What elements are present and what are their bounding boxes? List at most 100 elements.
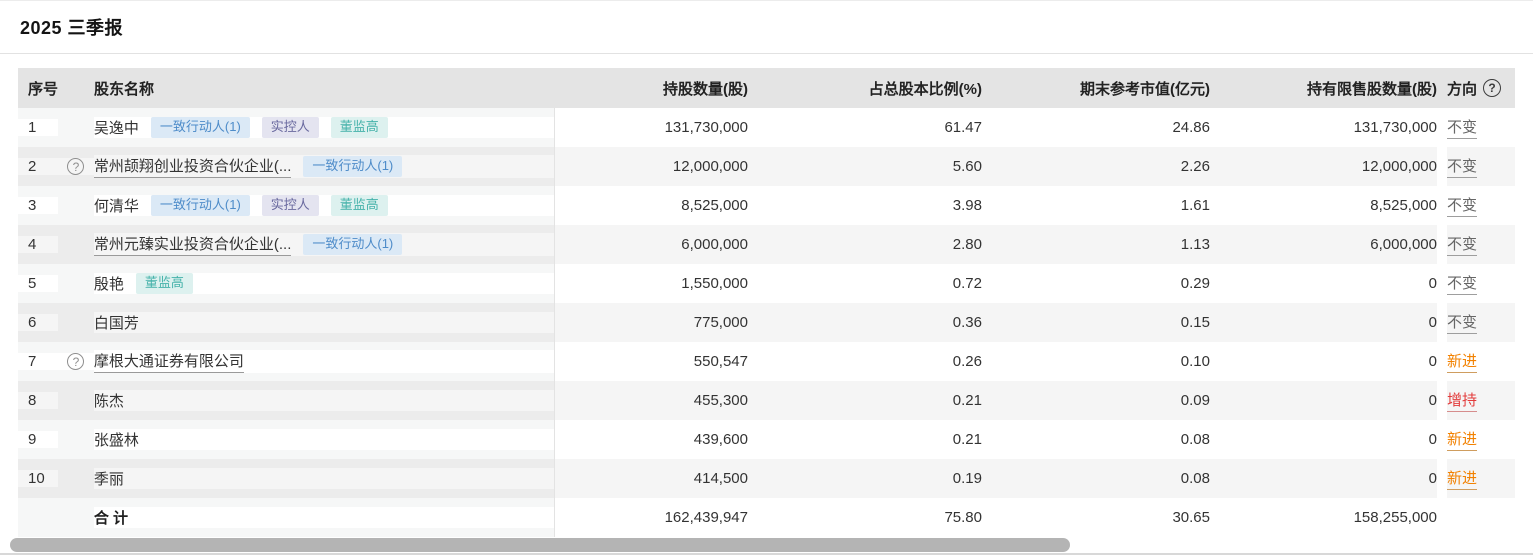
cell-restricted: 0 xyxy=(1210,459,1437,498)
cell-shares: 775,000 xyxy=(555,303,748,342)
shareholder-badge-executive: 董监高 xyxy=(330,195,388,216)
table-body: 1 吴逸中 一致行动人(1) 实控人 董监高 131,730,000 61.47 24.86 1… xyxy=(18,108,1515,537)
direction-link[interactable]: 不变 xyxy=(1447,272,1478,295)
cell-shares: 414,500 xyxy=(555,459,748,498)
direction-link[interactable]: 不变 xyxy=(1447,194,1478,217)
shareholder-name-cell: 何清华 一致行动人(1) 实控人 董监高 xyxy=(93,195,554,216)
cell-market-value: 0.08 xyxy=(982,459,1210,498)
shareholder-badge-controller: 实控人 xyxy=(261,195,319,216)
cell-market-value: 0.29 xyxy=(982,264,1210,303)
header-direction: 方向 ? xyxy=(1447,78,1515,99)
shareholder-name: 白国芳 xyxy=(93,315,139,332)
row-left-block: 4 常州元臻实业投资合伙企业(... 一致行动人(1) xyxy=(18,225,555,264)
cell-direction: 不变 xyxy=(1447,264,1515,303)
header-ratio: 占总股本比例(%) xyxy=(868,80,982,98)
row-seq: 1 xyxy=(18,119,58,136)
shareholder-name-cell: 殷艳 董监高 xyxy=(93,273,554,294)
table-header-left: 序号 股东名称 xyxy=(18,77,555,99)
cell-restricted: 12,000,000 xyxy=(1210,147,1437,186)
direction-link[interactable]: 新进 xyxy=(1447,428,1478,451)
cell-ratio: 0.21 xyxy=(748,420,982,459)
cell-shares: 439,600 xyxy=(555,420,748,459)
table-row: 7? 摩根大通证券有限公司 550,547 0.26 0.10 0 新进 xyxy=(18,342,1515,381)
cell-restricted: 0 xyxy=(1210,342,1437,381)
row-seq: 10 xyxy=(18,470,58,487)
cell-shares: 550,547 xyxy=(555,342,748,381)
shareholder-name-cell: 常州元臻实业投资合伙企业(... 一致行动人(1) xyxy=(93,233,554,256)
direction-link[interactable]: 新进 xyxy=(1447,467,1478,490)
cell-direction: 不变 xyxy=(1447,147,1515,186)
row-seq: 4 xyxy=(18,236,58,253)
direction-link[interactable]: 不变 xyxy=(1447,155,1478,178)
direction-link[interactable]: 不变 xyxy=(1447,233,1478,256)
cell-direction: 增持 xyxy=(1447,381,1515,420)
cell-shares: 8,525,000 xyxy=(555,186,748,225)
header-shareholder-name: 股东名称 xyxy=(94,80,155,98)
shareholder-badge-executive: 董监高 xyxy=(330,117,388,138)
cell-ratio: 0.36 xyxy=(748,303,982,342)
cell-restricted: 131,730,000 xyxy=(1210,108,1437,147)
shareholder-name[interactable]: 摩根大通证券有限公司 xyxy=(93,350,244,373)
page-title: 2025 三季报 xyxy=(20,18,124,38)
shareholder-badge-concert: 一致行动人(1) xyxy=(303,156,403,177)
cell-shares: 455,300 xyxy=(555,381,748,420)
horizontal-scrollbar-thumb[interactable] xyxy=(10,538,1070,552)
direction-link[interactable]: 增持 xyxy=(1447,389,1478,412)
direction-help-icon[interactable]: ? xyxy=(1483,79,1502,97)
table-row: 4 常州元臻实业投资合伙企业(... 一致行动人(1) 6,000,000 2.80 1.… xyxy=(18,225,1515,264)
cell-ratio: 2.80 xyxy=(748,225,982,264)
shareholder-help-icon[interactable]: ? xyxy=(67,353,85,370)
shareholder-help-icon[interactable]: ? xyxy=(67,158,85,175)
total-label-cell: 合 计 xyxy=(93,507,554,528)
total-market-value: 30.65 xyxy=(982,498,1210,537)
cell-restricted: 0 xyxy=(1210,420,1437,459)
shareholder-badge-concert: 一致行动人(1) xyxy=(150,117,250,138)
total-direction xyxy=(1447,498,1515,537)
direction-link[interactable]: 新进 xyxy=(1447,350,1478,373)
cell-shares: 6,000,000 xyxy=(555,225,748,264)
shareholder-name[interactable]: 常州元臻实业投资合伙企业(... xyxy=(93,233,292,256)
shareholder-name-cell: 常州颉翔创业投资合伙企业(... 一致行动人(1) xyxy=(93,155,554,178)
header-market-value: 期末参考市值(亿元) xyxy=(1080,80,1210,98)
shareholder-name-cell: 陈杰 xyxy=(93,390,554,411)
cell-direction: 新进 xyxy=(1447,459,1515,498)
shareholder-name-cell: 吴逸中 一致行动人(1) 实控人 董监高 xyxy=(93,117,554,138)
row-seq: 3 xyxy=(18,197,58,214)
row-seq: 8 xyxy=(18,392,58,409)
cell-ratio: 3.98 xyxy=(748,186,982,225)
row-left-block: 9 张盛林 xyxy=(18,420,555,459)
table-row: 6 白国芳 775,000 0.36 0.15 0 不变 xyxy=(18,303,1515,342)
row-left-block: 10 季丽 xyxy=(18,459,555,498)
cell-restricted: 0 xyxy=(1210,264,1437,303)
shareholder-name: 张盛林 xyxy=(93,432,139,449)
header-direction-label: 方向 xyxy=(1447,80,1478,98)
shareholder-name: 陈杰 xyxy=(93,393,124,410)
shareholder-name-cell: 摩根大通证券有限公司 xyxy=(93,350,554,373)
cell-ratio: 0.19 xyxy=(748,459,982,498)
header-restricted: 持有限售股数量(股) xyxy=(1307,80,1437,98)
shareholder-name: 季丽 xyxy=(93,471,124,488)
shareholder-badge-concert: 一致行动人(1) xyxy=(150,195,250,216)
row-left-block: 8 陈杰 xyxy=(18,381,555,420)
cell-ratio: 61.47 xyxy=(748,108,982,147)
shareholder-badge-concert: 一致行动人(1) xyxy=(303,234,403,255)
total-label: 合 计 xyxy=(93,510,129,527)
shareholder-name-cell: 张盛林 xyxy=(93,429,554,450)
table-row: 9 张盛林 439,600 0.21 0.08 0 新进 xyxy=(18,420,1515,459)
cell-direction: 不变 xyxy=(1447,225,1515,264)
direction-link[interactable]: 不变 xyxy=(1447,116,1478,139)
total-left-block: 合 计 xyxy=(18,498,555,537)
table-header-row: 序号 股东名称 持股数量(股) 占总股本比例(%) 期末参考市值(亿元) 持有限… xyxy=(18,68,1515,108)
shareholder-name: 殷艳 xyxy=(93,276,124,293)
cell-market-value: 0.08 xyxy=(982,420,1210,459)
table-row: 1 吴逸中 一致行动人(1) 实控人 董监高 131,730,000 61.47 24.86 1… xyxy=(18,108,1515,147)
direction-link[interactable]: 不变 xyxy=(1447,311,1478,334)
cell-shares: 1,550,000 xyxy=(555,264,748,303)
header-shares: 持股数量(股) xyxy=(663,80,748,98)
cell-restricted: 8,525,000 xyxy=(1210,186,1437,225)
row-seq: 9 xyxy=(18,431,58,448)
total-shares: 162,439,947 xyxy=(555,498,748,537)
header-seq: 序号 xyxy=(28,80,59,98)
shareholder-name[interactable]: 常州颉翔创业投资合伙企业(... xyxy=(93,155,292,178)
